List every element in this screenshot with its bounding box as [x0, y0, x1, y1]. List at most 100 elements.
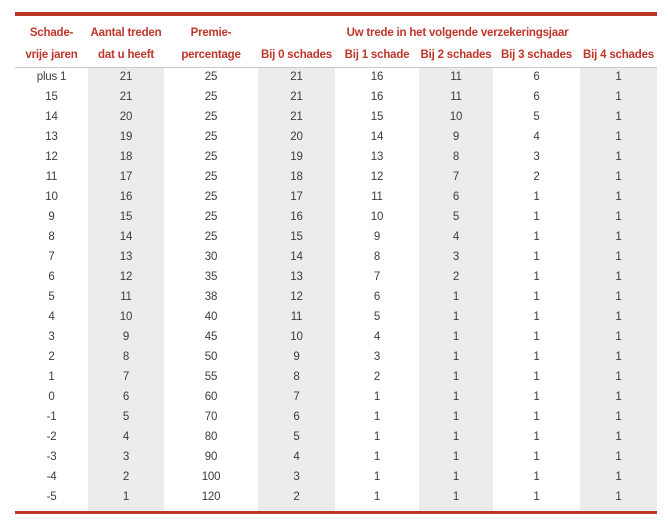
table-row: 14 20 25 21 15 10 5 1 [15, 107, 658, 127]
table-row: 1 7 55 8 2 1 1 1 [15, 367, 658, 387]
table-cell: 13 [45, 131, 58, 143]
header-row-2: vrije jaren dat u heeft percentage Bij 0… [15, 43, 658, 67]
table-cell: 4 [48, 311, 55, 323]
table-cell: 1 [88, 487, 164, 507]
table-cell: 10 [258, 327, 335, 347]
table-cell: 12 [258, 287, 335, 307]
table-cell: 10 [88, 307, 164, 327]
table-cell: 1 [580, 187, 658, 207]
table-cell: 1 [580, 367, 658, 387]
table-row: 9 15 25 16 10 5 1 1 [15, 207, 658, 227]
table-cell: 1 [580, 347, 658, 367]
table-cell: 1 [533, 231, 540, 243]
table-row: 7 13 30 14 8 3 1 1 [15, 247, 658, 267]
table-cell: 14 [88, 227, 164, 247]
table-cell: 17 [258, 187, 335, 207]
spacer-cell [419, 507, 493, 511]
table-cell: 16 [370, 91, 384, 103]
spacer-cell [580, 507, 658, 511]
table-cell: 90 [204, 451, 218, 463]
table-row: 2 8 50 9 3 1 1 1 [15, 347, 658, 367]
table-cell: 55 [204, 371, 218, 383]
table-cell: 1 [580, 127, 658, 147]
table-cell: 7 [88, 367, 164, 387]
table-cell: 1 [533, 411, 540, 423]
table-row: -2 4 80 5 1 1 1 1 [15, 427, 658, 447]
table-cell: 100 [201, 471, 221, 483]
table-cell: 19 [88, 127, 164, 147]
table-cell: -3 [46, 451, 57, 463]
header-4-claims: Bij 4 schades [580, 43, 658, 67]
table-cell: 9 [258, 347, 335, 367]
table-cell: 1 [533, 311, 540, 323]
table-cell: 120 [201, 491, 221, 503]
table-cell: 9 [373, 231, 381, 243]
header-claimfree-years-line1: Schade- [15, 16, 88, 43]
table-cell: 16 [370, 71, 384, 84]
table-cell: 80 [204, 431, 218, 443]
table-cell: 7 [419, 167, 493, 187]
table-cell: 1 [580, 67, 658, 87]
table-cell: 1 [373, 391, 381, 403]
table-cell: 17 [88, 167, 164, 187]
table-cell: 18 [258, 167, 335, 187]
table-cell: 8 [88, 347, 164, 367]
table-cell: 1 [419, 367, 493, 387]
table-cell: 35 [204, 271, 218, 283]
table-cell: 3 [258, 467, 335, 487]
table-cell: 1 [419, 347, 493, 367]
table-cell: 1 [533, 271, 540, 283]
table-body: plus 1 21 25 21 16 11 6 1 15 21 25 21 16 11 6 1 14 20 25 21… [15, 67, 658, 511]
table-cell: 11 [258, 307, 335, 327]
table-cell: 9 [88, 327, 164, 347]
table-cell: 8 [373, 251, 381, 263]
table-cell: 1 [533, 191, 540, 203]
table-cell: 6 [533, 91, 540, 103]
table-cell: 6 [373, 291, 381, 303]
table-cell: 1 [580, 407, 658, 427]
table-cell: 14 [45, 111, 58, 123]
table-cell: 10 [370, 211, 384, 223]
table-cell: 12 [45, 151, 58, 163]
table-cell: 15 [370, 111, 384, 123]
table-cell: 1 [580, 107, 658, 127]
table-cell: 38 [204, 291, 218, 303]
table-cell: 6 [419, 187, 493, 207]
table-cell: 1 [373, 471, 381, 483]
table-cell: 70 [204, 411, 218, 423]
table-row: 8 14 25 15 9 4 1 1 [15, 227, 658, 247]
table-cell: -5 [46, 491, 57, 503]
table-cell: 5 [48, 291, 55, 303]
table-cell: 11 [45, 171, 58, 183]
header-steps-line2: dat u heeft [88, 43, 164, 67]
header-2-claims: Bij 2 schades [419, 43, 493, 67]
table-cell: 6 [258, 407, 335, 427]
table-cell: 1 [419, 327, 493, 347]
table-cell: 1 [580, 227, 658, 247]
table-cell: 45 [204, 331, 218, 343]
table-cell: 16 [258, 207, 335, 227]
table-cell: 19 [258, 147, 335, 167]
table-cell: 4 [533, 131, 540, 143]
table-cell: 1 [580, 467, 658, 487]
table-cell: 14 [370, 131, 384, 143]
table-cell: 7 [373, 271, 381, 283]
table-cell: 21 [258, 87, 335, 107]
table-cell: 11 [419, 67, 493, 87]
table-cell: 1 [533, 491, 540, 503]
spacer-cell [88, 507, 164, 511]
table-cell: 21 [88, 87, 164, 107]
table-cell: 1 [580, 487, 658, 507]
table-cell: 1 [533, 251, 540, 263]
table-cell: 1 [373, 431, 381, 443]
table-cell: 12 [370, 171, 384, 183]
table-cell: 1 [580, 447, 658, 467]
table-cell: 4 [88, 427, 164, 447]
table-cell: 30 [204, 251, 218, 263]
table-top-rule [15, 12, 657, 16]
group-header-next-year: Uw trede in het volgende verzekeringsjaa… [258, 16, 658, 43]
table-cell: 21 [258, 67, 335, 87]
table-row: -5 1 120 2 1 1 1 1 [15, 487, 658, 507]
table-cell: 16 [88, 187, 164, 207]
table-header: Schade- Aantal treden Premie- Uw trede i… [15, 16, 658, 67]
